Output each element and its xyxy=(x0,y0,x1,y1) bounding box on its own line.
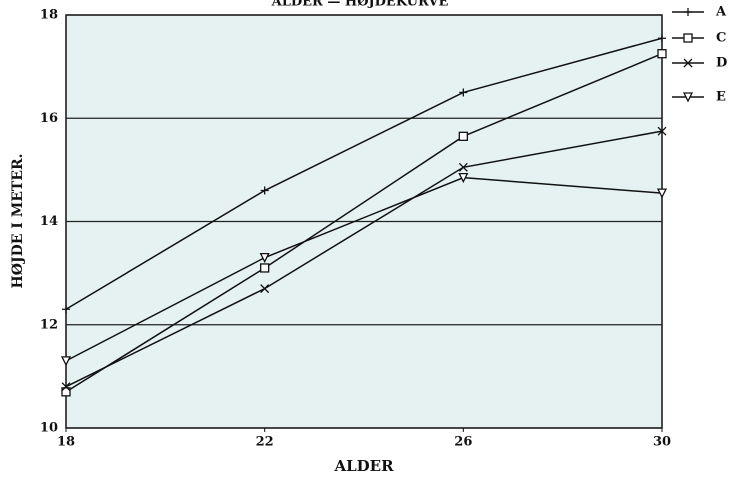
series-line xyxy=(65,37,663,310)
data-point xyxy=(61,382,71,392)
y-axis-label: HØJDE I METER. xyxy=(10,154,26,289)
legend-label: E xyxy=(716,90,726,105)
legend-marker xyxy=(682,92,694,103)
data-point xyxy=(657,49,667,59)
x-tick-label: 26 xyxy=(454,435,472,450)
data-point xyxy=(259,252,270,264)
data-point xyxy=(260,284,270,294)
series-line xyxy=(65,176,663,362)
legend-marker xyxy=(684,8,692,16)
legend-marker xyxy=(683,58,693,68)
data-point xyxy=(657,126,667,136)
y-tick-label: 14 xyxy=(40,214,58,229)
x-tick-label: 18 xyxy=(57,435,75,450)
y-tick-label: 10 xyxy=(40,421,58,436)
data-point xyxy=(260,186,269,195)
data-point xyxy=(61,387,71,397)
legend-label: D xyxy=(716,56,727,71)
chart-title: ALDER — HØJDEKURVE xyxy=(271,0,449,10)
x-tick-label: 30 xyxy=(653,435,671,450)
legend-label: C xyxy=(716,31,726,46)
series-line xyxy=(65,130,663,388)
y-tick-label: 12 xyxy=(40,317,58,332)
x-axis-label: ALDER xyxy=(333,457,394,475)
y-tick-label: 16 xyxy=(40,111,58,126)
data-point xyxy=(458,172,469,184)
series-line xyxy=(65,53,663,393)
data-point xyxy=(658,34,666,43)
data-point xyxy=(459,88,468,97)
data-point xyxy=(458,162,468,172)
data-point xyxy=(260,263,270,273)
y-tick-label: 18 xyxy=(40,8,58,23)
data-point xyxy=(60,356,72,367)
legend-marker xyxy=(683,33,693,43)
x-tick-label: 22 xyxy=(256,435,274,450)
legend-label: A xyxy=(715,5,727,20)
data-point xyxy=(458,131,468,141)
data-point xyxy=(656,188,668,199)
data-point xyxy=(62,305,70,314)
